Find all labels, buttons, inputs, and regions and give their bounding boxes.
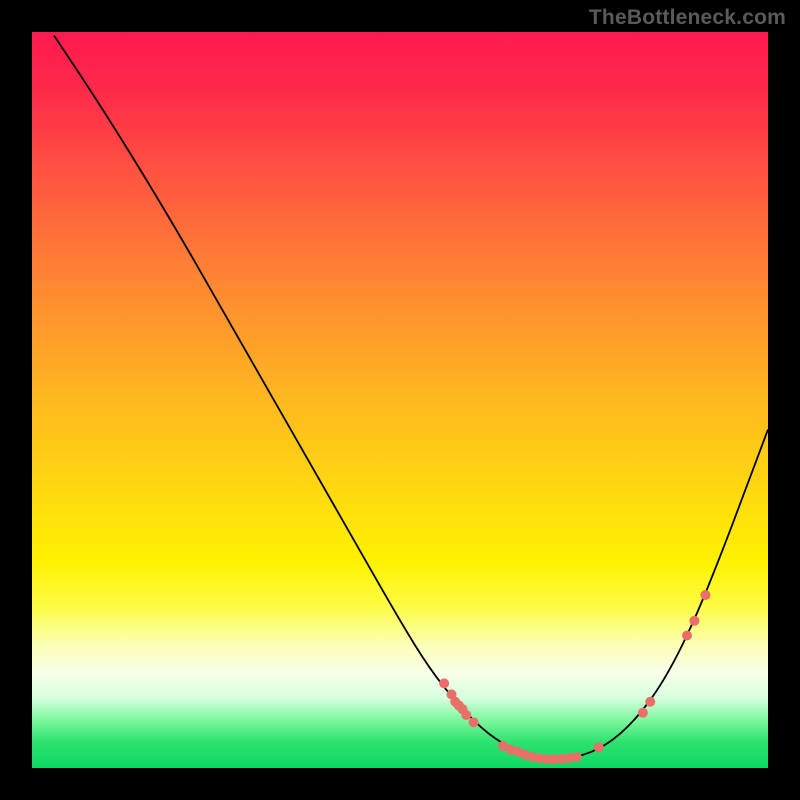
- curve-marker: [469, 717, 479, 727]
- bottleneck-chart: [32, 32, 768, 768]
- watermark-text: TheBottleneck.com: [589, 6, 786, 30]
- curve-marker: [689, 616, 699, 626]
- curve-marker: [700, 590, 710, 600]
- curve-marker: [461, 710, 471, 720]
- curve-marker: [682, 631, 692, 641]
- root-container: TheBottleneck.com: [0, 0, 800, 800]
- curve-marker: [594, 742, 604, 752]
- chart-background: [32, 32, 768, 768]
- curve-marker: [638, 708, 648, 718]
- curve-marker: [439, 678, 449, 688]
- curve-marker: [450, 697, 460, 707]
- chart-svg: [32, 32, 768, 768]
- curve-marker: [572, 752, 582, 762]
- curve-marker: [513, 747, 523, 757]
- curve-marker: [645, 697, 655, 707]
